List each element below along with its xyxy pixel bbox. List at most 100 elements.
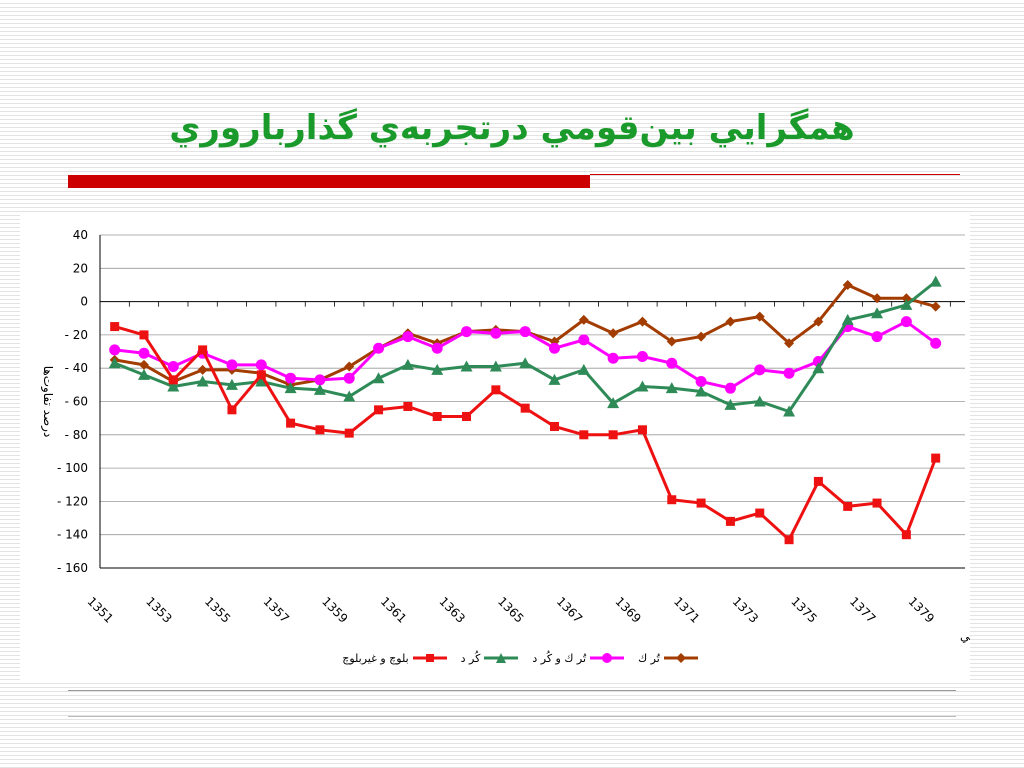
data-point-square (403, 401, 413, 411)
data-point-square (755, 508, 765, 518)
data-point-triangle (665, 382, 678, 394)
x-tick-label: 1369 (612, 594, 643, 625)
x-tick-label: 1361 (378, 594, 409, 625)
x-tick-label: 1367 (554, 594, 585, 625)
data-point-square (491, 385, 501, 395)
data-point-square (256, 370, 266, 380)
data-point-circle (461, 326, 473, 338)
data-point-triangle (225, 378, 238, 390)
legend-swatch (663, 653, 698, 663)
data-point-triangle (548, 373, 561, 385)
data-point-triangle (900, 298, 913, 310)
legend-swatch (590, 653, 625, 663)
data-point-square (813, 476, 823, 486)
data-point-square (579, 430, 589, 440)
data-point-square (520, 403, 530, 413)
data-point-circle (314, 374, 326, 386)
data-point-diamond (725, 316, 736, 327)
legend-item: بلوچ و غيربلوچ (342, 651, 447, 665)
data-point-square (843, 501, 853, 511)
data-point-circle (754, 364, 766, 376)
legend-label: بلوچ و غيربلوچ (342, 651, 409, 665)
data-point-square (784, 535, 794, 545)
data-point-circle (138, 347, 150, 359)
data-point-diamond (696, 331, 707, 342)
x-tick-label: 1377 (847, 594, 878, 625)
data-point-diamond (637, 316, 648, 327)
data-point-square (696, 498, 706, 508)
y-tick-label: - 60 (65, 395, 88, 409)
y-tick-label: - 120 (57, 494, 88, 508)
data-point-diamond (608, 328, 619, 339)
data-point-triangle (108, 357, 121, 369)
data-point-square (931, 453, 941, 463)
data-point-triangle (255, 375, 268, 387)
data-point-circle (666, 357, 678, 369)
data-point-square (315, 425, 325, 435)
data-point-square (374, 405, 384, 415)
data-point-circle (871, 331, 883, 343)
data-point-circle (636, 351, 648, 363)
data-point-triangle (929, 275, 942, 287)
data-point-diamond (842, 279, 853, 290)
data-point-triangle (607, 397, 620, 409)
data-point-square (549, 421, 559, 431)
x-tick-label: 1373 (730, 594, 761, 625)
data-point-circle (578, 334, 590, 346)
data-point-triangle (167, 380, 180, 392)
data-point-diamond (930, 301, 941, 312)
data-point-triangle (577, 363, 590, 375)
data-point-square (608, 430, 618, 440)
data-point-square (901, 530, 911, 540)
y-tick-label: 0 (80, 295, 88, 309)
data-point-circle (519, 326, 531, 338)
data-point-circle (402, 331, 414, 343)
footer-divider (68, 690, 956, 691)
data-point-diamond (138, 359, 149, 370)
data-point-square (872, 498, 882, 508)
data-point-triangle (724, 398, 737, 410)
data-point-square (198, 345, 208, 355)
x-tick-label: 1371 (671, 594, 702, 625)
chart-svg: 40 20 0 - 20 - 40 - 60 - 80 - 100 - 120 - 140 - 16… (40, 228, 1024, 644)
slide-title: همگرايي بين‌قومي درتجربه‌ي گذارباروري (169, 108, 855, 148)
data-point-triangle (431, 363, 444, 375)
x-tick-label: 1375 (788, 594, 819, 625)
data-point-triangle (137, 368, 150, 380)
data-point-circle (724, 382, 736, 394)
data-point-square (667, 495, 677, 505)
legend-swatch (484, 653, 519, 663)
x-tick-label: 1379 (906, 594, 937, 625)
data-point-circle (607, 352, 619, 364)
x-tick-label: 1359 (319, 594, 350, 625)
legend-swatch (412, 654, 447, 662)
data-point-circle (109, 344, 121, 356)
data-point-circle (490, 327, 502, 339)
legend-label: تُر ك (638, 651, 660, 665)
data-point-circle (373, 342, 385, 354)
data-point-circle (695, 376, 707, 388)
y-tick-label: - 100 (57, 461, 88, 475)
data-point-circle (255, 359, 267, 371)
data-point-square (462, 411, 472, 421)
data-point-diamond (344, 361, 355, 372)
data-point-square (139, 330, 149, 340)
data-point-square (432, 411, 442, 421)
data-point-square (286, 418, 296, 428)
y-tick-label: 20 (73, 261, 88, 275)
data-point-diamond (197, 364, 208, 375)
data-point-triangle (871, 307, 884, 319)
footer-divider-2 (68, 716, 956, 717)
data-point-square (110, 322, 120, 332)
title-underline-thick (68, 175, 590, 188)
data-point-circle (900, 316, 912, 328)
chart-legend: تُر ك تُر ك و كُر د كُر د بلوچ و غيربلوچ (290, 648, 750, 668)
x-tick-label: 1351 (85, 594, 116, 625)
legend-item: تُر ك و كُر د (532, 651, 625, 665)
legend-label: تُر ك و كُر د (532, 651, 587, 665)
data-point-circle (285, 372, 297, 384)
x-tick-label: 1365 (495, 594, 526, 625)
x-tick-label: 1353 (143, 594, 174, 625)
data-point-triangle (636, 380, 649, 392)
